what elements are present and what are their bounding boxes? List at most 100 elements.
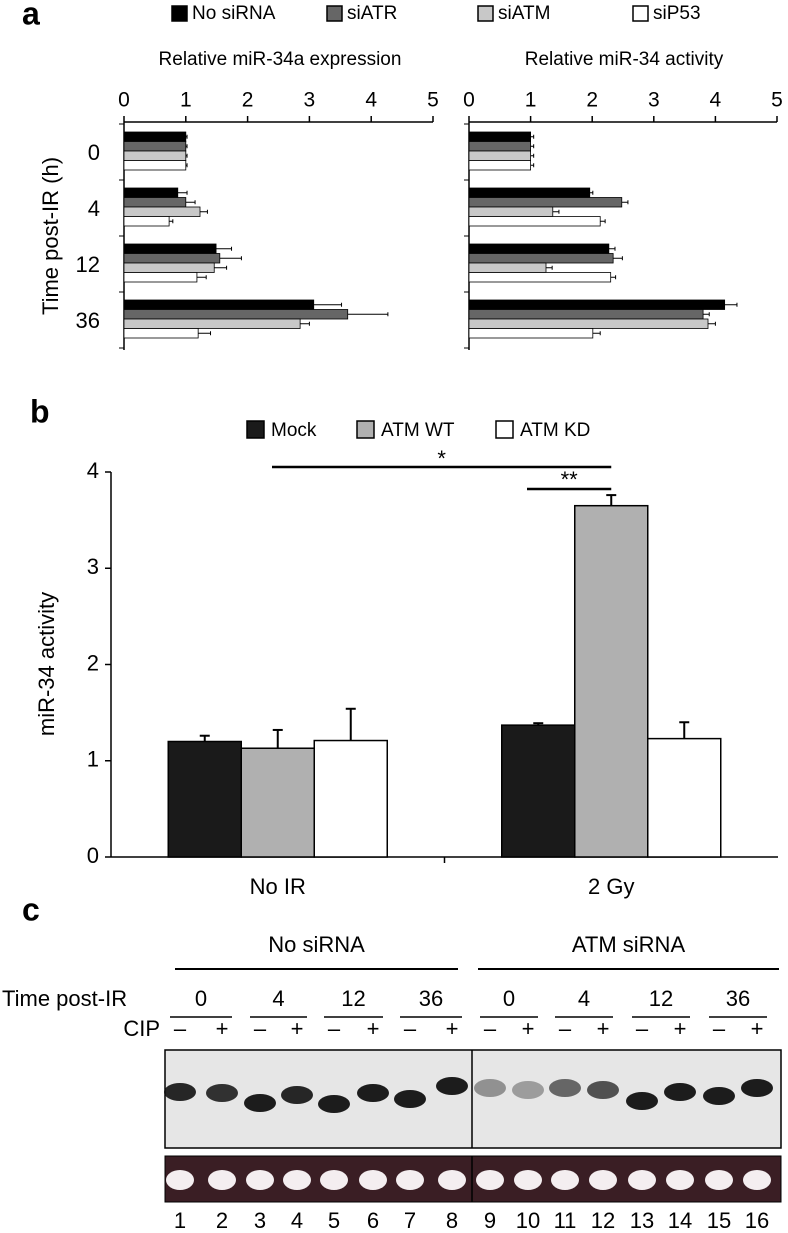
- lane-number: 6: [367, 1208, 379, 1233]
- lane-number: 13: [630, 1208, 654, 1233]
- y-axis-label: Time post-IR (h): [38, 157, 63, 315]
- band: [549, 1079, 581, 1097]
- bar: [647, 737, 722, 858]
- band: [320, 1170, 348, 1190]
- legend-swatch: [632, 5, 649, 22]
- band: [166, 1170, 194, 1190]
- bar: [123, 262, 215, 273]
- band: [476, 1170, 504, 1190]
- cip-sign: –: [559, 1016, 572, 1041]
- cip-sign: +: [522, 1016, 535, 1041]
- band: [626, 1092, 658, 1110]
- x-tick-label: 4: [365, 89, 377, 112]
- band: [318, 1095, 350, 1113]
- band: [512, 1081, 544, 1099]
- bar: [123, 253, 221, 264]
- cip-sign: +: [216, 1016, 229, 1041]
- x-tick-label: 1: [525, 89, 537, 112]
- bar: [468, 187, 591, 198]
- lane-number: 14: [668, 1208, 692, 1233]
- legend-label: siATR: [347, 3, 397, 24]
- bar: [123, 197, 187, 208]
- cip-sign: –: [174, 1016, 187, 1041]
- band: [357, 1084, 389, 1102]
- y-tick-label: 4: [88, 196, 100, 221]
- bar: [123, 206, 201, 217]
- x-tick-label: 0: [463, 89, 475, 112]
- band: [394, 1090, 426, 1108]
- bar: [468, 150, 531, 161]
- band: [551, 1170, 579, 1190]
- legend-swatch: [171, 5, 188, 22]
- bar: [468, 299, 726, 310]
- cip-sign: +: [291, 1016, 304, 1041]
- bar: [123, 187, 179, 198]
- bar: [240, 747, 315, 858]
- legend-swatch: [495, 420, 514, 439]
- x-tick-label: 3: [648, 89, 660, 112]
- lane-number: 4: [291, 1208, 303, 1233]
- band: [438, 1170, 466, 1190]
- time-value: 0: [503, 986, 515, 1011]
- band: [396, 1170, 424, 1190]
- panel-label: a: [22, 0, 40, 31]
- cip-sign: +: [597, 1016, 610, 1041]
- lane-number: 12: [591, 1208, 615, 1233]
- bar: [123, 309, 349, 320]
- legend-label: ATM KD: [520, 420, 590, 441]
- bar: [468, 206, 554, 217]
- y-axis-label: miR-34 activity: [34, 592, 59, 736]
- band: [514, 1170, 542, 1190]
- time-value: 36: [726, 986, 750, 1011]
- x-tick-label: 2: [586, 89, 598, 112]
- bar: [468, 262, 547, 273]
- band: [281, 1086, 313, 1104]
- time-label: Time post-IR: [2, 986, 127, 1011]
- bar: [468, 318, 709, 329]
- legend-label: ATM WT: [381, 420, 455, 441]
- lane-number: 7: [404, 1208, 416, 1233]
- legend-swatch: [246, 420, 265, 439]
- time-value: 36: [419, 986, 443, 1011]
- y-tick-label: 1: [87, 747, 99, 772]
- panel-label: c: [22, 891, 40, 927]
- x-tick-label: 5: [771, 89, 783, 112]
- chart-title: Relative miR-34 activity: [525, 49, 724, 70]
- legend-swatch: [356, 420, 375, 439]
- cip-sign: –: [254, 1016, 267, 1041]
- bar: [468, 328, 594, 339]
- y-tick-label: 36: [76, 308, 100, 333]
- band: [474, 1079, 506, 1097]
- time-value: 12: [649, 986, 673, 1011]
- x-tick-label: No IR: [250, 874, 306, 899]
- group-label: No siRNA: [268, 932, 365, 957]
- band: [705, 1170, 733, 1190]
- x-tick-label: 1: [180, 89, 192, 112]
- lane-number: 16: [745, 1208, 769, 1233]
- bar: [501, 724, 576, 858]
- band: [283, 1170, 311, 1190]
- x-tick-label: 3: [304, 89, 316, 112]
- legend-label: siATM: [498, 3, 550, 24]
- cip-sign: –: [328, 1016, 341, 1041]
- bar: [468, 216, 601, 227]
- bar: [123, 272, 198, 283]
- band: [244, 1094, 276, 1112]
- x-tick-label: 5: [427, 89, 439, 112]
- lane-number: 9: [484, 1208, 496, 1233]
- lane-number: 11: [554, 1208, 577, 1233]
- bar: [468, 253, 614, 264]
- band: [589, 1170, 617, 1190]
- band: [587, 1081, 619, 1099]
- time-value: 4: [578, 986, 590, 1011]
- bar: [468, 131, 531, 142]
- y-tick-label: 4: [87, 458, 99, 483]
- cip-sign: +: [674, 1016, 687, 1041]
- bar: [123, 243, 217, 254]
- cip-label: CIP: [123, 1016, 160, 1041]
- cip-sign: +: [446, 1016, 459, 1041]
- annotation: **: [561, 467, 579, 492]
- cip-sign: +: [751, 1016, 764, 1041]
- band: [359, 1170, 387, 1190]
